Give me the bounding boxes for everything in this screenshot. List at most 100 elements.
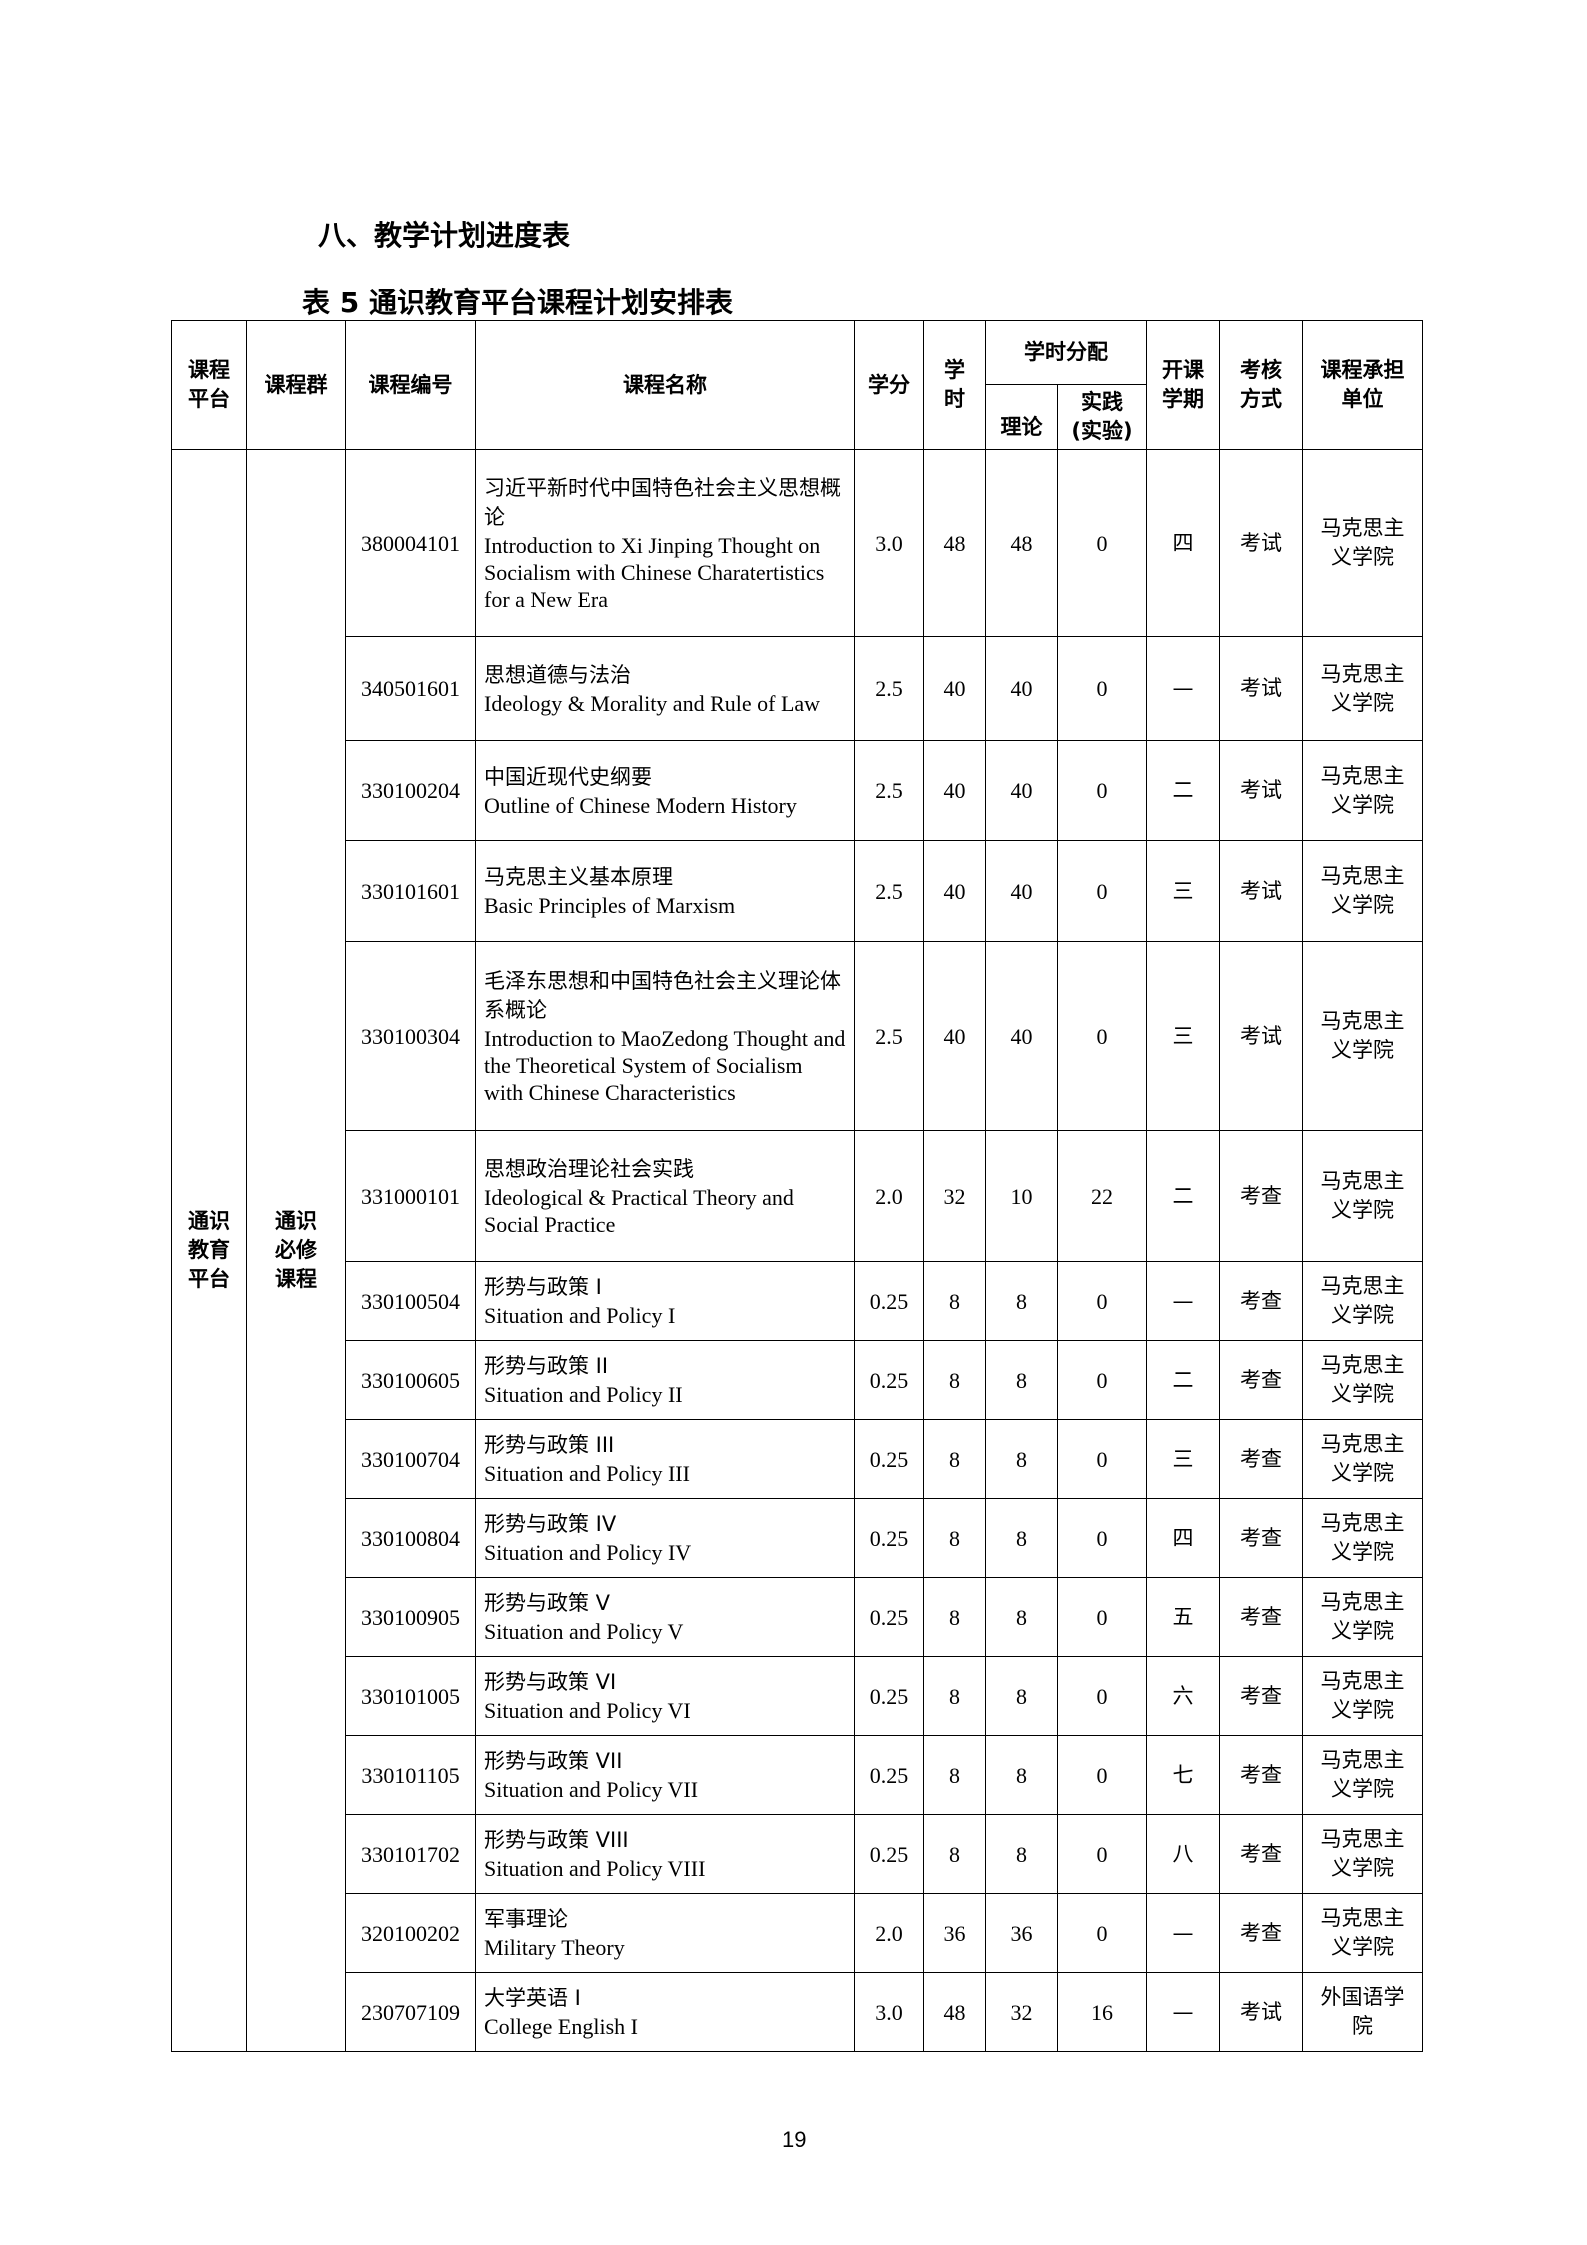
hours: 40 <box>923 840 986 942</box>
theory-hours: 40 <box>985 740 1058 841</box>
header-code: 课程编号 <box>345 320 476 450</box>
table-row: 230707109 大学英语 I College English I 3.0 48 32 1… <box>172 1972 1423 2052</box>
assessment: 考查 <box>1219 1656 1303 1736</box>
assessment: 考查 <box>1219 1130 1303 1262</box>
course-name-en: Situation and Policy III <box>484 1461 690 1486</box>
course-code: 330100905 <box>345 1577 476 1657</box>
course-name: 毛泽东思想和中国特色社会主义理论体系概论 Introduction to MaoZ… <box>475 941 855 1131</box>
assessment: 考试 <box>1219 1972 1303 2052</box>
semester: 六 <box>1146 1656 1220 1736</box>
header-assessment: 考核方式 <box>1219 320 1303 450</box>
hours: 8 <box>923 1656 986 1736</box>
unit: 外国语学院 <box>1302 1972 1423 2052</box>
course-name-zh: 马克思主义基本原理 <box>484 865 673 889</box>
table-row: 340501601 思想道德与法治 Ideology & Morality and … <box>172 636 1423 741</box>
theory-hours: 8 <box>985 1656 1058 1736</box>
practice-hours: 0 <box>1057 941 1147 1131</box>
course-name: 思想道德与法治 Ideology & Morality and Rule of L… <box>475 636 855 741</box>
hours: 8 <box>923 1577 986 1657</box>
semester: — <box>1146 1261 1220 1341</box>
theory-hours: 10 <box>985 1130 1058 1262</box>
practice-hours: 22 <box>1057 1130 1147 1262</box>
semester: 三 <box>1146 840 1220 942</box>
course-code: 330101601 <box>345 840 476 942</box>
course-name-zh: 形势与政策 VI <box>484 1670 617 1694</box>
theory-hours: 8 <box>985 1340 1058 1420</box>
table-row: 330101105 形势与政策 VII Situation and Policy V… <box>172 1735 1423 1815</box>
course-code: 330101702 <box>345 1814 476 1894</box>
credit: 2.5 <box>854 740 924 841</box>
course-name-en: Situation and Policy VI <box>484 1698 691 1723</box>
course-name: 思想政治理论社会实践 Ideological & Practical Theory… <box>475 1130 855 1262</box>
course-name: 形势与政策 V Situation and Policy V <box>475 1577 855 1657</box>
table-row: 330100204 中国近现代史纲要 Outline of Chinese Mode… <box>172 740 1423 841</box>
course-name: 中国近现代史纲要 Outline of Chinese Modern Histor… <box>475 740 855 841</box>
credit: 2.5 <box>854 840 924 942</box>
hours: 40 <box>923 636 986 741</box>
unit: 马克思主义学院 <box>1302 1419 1423 1499</box>
course-code: 330100804 <box>345 1498 476 1578</box>
assessment: 考查 <box>1219 1735 1303 1815</box>
unit: 马克思主义学院 <box>1302 1340 1423 1420</box>
course-name-en: College English I <box>484 2014 638 2039</box>
semester: 三 <box>1146 941 1220 1131</box>
course-code: 330100605 <box>345 1340 476 1420</box>
table-row: 330100905 形势与政策 V Situation and Policy V 0.… <box>172 1577 1423 1657</box>
semester: 二 <box>1146 1130 1220 1262</box>
semester: 三 <box>1146 1419 1220 1499</box>
credit: 0.25 <box>854 1340 924 1420</box>
credit: 0.25 <box>854 1419 924 1499</box>
semester: 二 <box>1146 1340 1220 1420</box>
semester: 四 <box>1146 449 1220 637</box>
course-name: 形势与政策 I Situation and Policy I <box>475 1261 855 1341</box>
assessment: 考试 <box>1219 449 1303 637</box>
course-name-zh: 思想道德与法治 <box>484 662 631 687</box>
hours: 40 <box>923 941 986 1131</box>
practice-hours: 0 <box>1057 1261 1147 1341</box>
course-name: 大学英语 I College English I <box>475 1972 855 2052</box>
table-row: 330101702 形势与政策 VIII Situation and Policy … <box>172 1814 1423 1894</box>
header-credit: 学分 <box>854 320 924 450</box>
course-code: 340501601 <box>345 636 476 741</box>
course-name: 军事理论 Military Theory <box>475 1893 855 1973</box>
table-row: 330100704 形势与政策 III Situation and Policy I… <box>172 1419 1423 1499</box>
theory-hours: 8 <box>985 1735 1058 1815</box>
course-name-en: Situation and Policy II <box>484 1382 683 1407</box>
semester: 八 <box>1146 1814 1220 1894</box>
course-name-en: Ideology & Morality and Rule of Law <box>484 690 821 716</box>
semester: 四 <box>1146 1498 1220 1578</box>
semester: 二 <box>1146 740 1220 841</box>
assessment: 考查 <box>1219 1893 1303 1973</box>
practice-hours: 0 <box>1057 1340 1147 1420</box>
course-code: 330100304 <box>345 941 476 1131</box>
table-row: 330100605 形势与政策 II Situation and Policy II… <box>172 1340 1423 1420</box>
course-name: 形势与政策 IV Situation and Policy IV <box>475 1498 855 1578</box>
course-name-en: Ideological & Practical Theory and Socia… <box>484 1184 794 1237</box>
unit: 马克思主义学院 <box>1302 840 1423 942</box>
course-name-en: Situation and Policy V <box>484 1619 684 1644</box>
hours: 8 <box>923 1261 986 1341</box>
course-code: 230707109 <box>345 1972 476 2052</box>
assessment: 考查 <box>1219 1419 1303 1499</box>
table-row: 通识教育平台 通识必修课程 380004101 习近平新时代中国特色社会主义思想概论 I… <box>171 449 1423 2052</box>
hours: 8 <box>923 1498 986 1578</box>
hours: 36 <box>923 1893 986 1973</box>
practice-hours: 0 <box>1057 1735 1147 1815</box>
header-hours: 学时 <box>923 320 986 450</box>
header-unit: 课程承担单位 <box>1302 320 1423 450</box>
practice-hours: 0 <box>1057 1814 1147 1894</box>
course-name-zh: 形势与政策 VIII <box>484 1828 629 1852</box>
unit: 马克思主义学院 <box>1302 1735 1423 1815</box>
course-code: 331000101 <box>345 1130 476 1262</box>
table-row: 331000101 思想政治理论社会实践 Ideological & Practic… <box>172 1130 1423 1262</box>
course-name-en: Situation and Policy I <box>484 1303 676 1328</box>
practice-hours: 0 <box>1057 449 1147 637</box>
course-name-en: Introduction to MaoZedong Thought and th… <box>484 1025 846 1105</box>
course-code: 380004101 <box>345 449 476 637</box>
assessment: 考查 <box>1219 1814 1303 1894</box>
assessment: 考试 <box>1219 840 1303 942</box>
unit: 马克思主义学院 <box>1302 1261 1423 1341</box>
credit: 0.25 <box>854 1498 924 1578</box>
course-name-zh: 形势与政策 II <box>484 1354 609 1378</box>
semester: 七 <box>1146 1735 1220 1815</box>
